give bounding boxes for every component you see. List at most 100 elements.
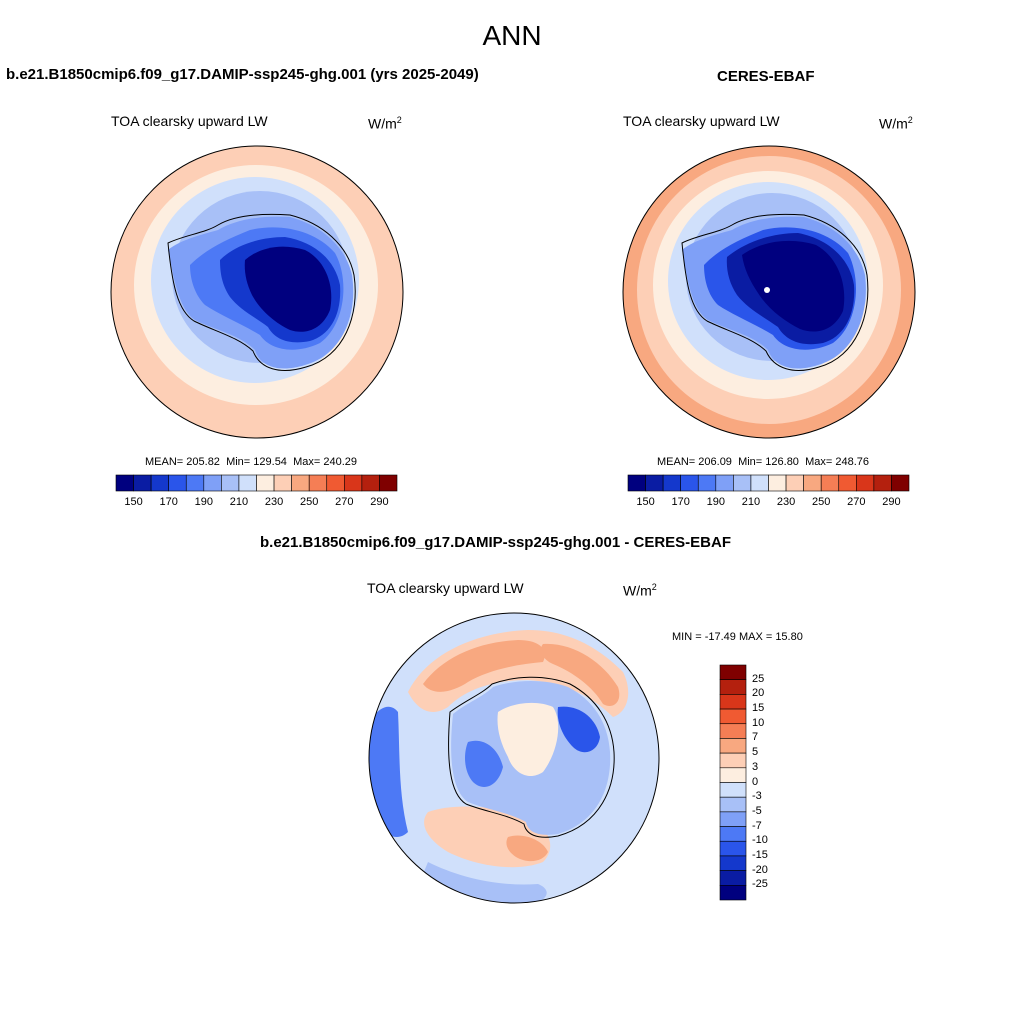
- colorbar-tick-label: 5: [752, 746, 759, 759]
- colorbar-swatch: [719, 708, 747, 725]
- colorbar-swatch: [719, 811, 747, 827]
- colorbar-swatch: [719, 782, 747, 798]
- panel3-west-cool: [369, 706, 408, 837]
- colorbar-swatch: [291, 474, 310, 492]
- colorbar-tick-label: 25: [752, 672, 765, 685]
- colorbar-swatch: [680, 474, 699, 492]
- colorbar-tick-label: 20: [752, 687, 765, 700]
- panel3-stats: MIN = -17.49 MAX = 15.80: [672, 631, 803, 643]
- colorbar-tick-label: 170: [159, 496, 178, 508]
- panel1-title: b.e21.B1850cmip6.f09_g17.DAMIP-ssp245-gh…: [6, 66, 479, 83]
- panel3-north-warm-strong: [423, 640, 545, 692]
- colorbar-tick-label: 250: [300, 496, 319, 508]
- colorbar-tick-label: 270: [335, 496, 354, 508]
- colorbar-swatch: [185, 474, 205, 492]
- colorbar-swatch: [715, 474, 734, 492]
- colorbar-swatch: [785, 474, 804, 492]
- panel2-units: W/m2: [879, 115, 913, 132]
- colorbar-tick-label: 290: [882, 496, 901, 508]
- panel3-colorbar: [719, 664, 747, 901]
- colorbar-tick-label: 7: [752, 731, 759, 744]
- panel3-map: [368, 612, 660, 904]
- colorbar-swatch: [719, 855, 747, 871]
- colorbar-swatch: [803, 474, 822, 492]
- colorbar-swatch: [719, 840, 747, 857]
- colorbar-swatch: [719, 738, 747, 754]
- colorbar-tick-label: 150: [124, 496, 143, 508]
- colorbar-tick-label: 15: [752, 702, 765, 715]
- panel2-coastline: [681, 213, 869, 371]
- panel2-missing-point: [764, 287, 770, 293]
- panel1-antarctica-core: [244, 246, 332, 332]
- colorbar-swatch: [873, 474, 892, 492]
- colorbar-tick-label: -15: [752, 848, 768, 861]
- colorbar-swatch: [238, 474, 257, 492]
- panel3-interior-cool: [465, 740, 503, 787]
- panel3-coastline: [448, 676, 615, 838]
- colorbar-swatch: [115, 474, 134, 492]
- colorbar-tick-label: 270: [847, 496, 866, 508]
- panel2-title: CERES-EBAF: [717, 68, 815, 85]
- colorbar-tick-label: 10: [752, 716, 765, 729]
- colorbar-swatch: [379, 474, 398, 492]
- colorbar-swatch: [133, 474, 152, 492]
- colorbar-tick-label: 210: [741, 496, 761, 508]
- colorbar-swatch: [168, 474, 187, 492]
- panel2-variable-label: TOA clearsky upward LW: [623, 113, 780, 129]
- panel3-antarctica-warm-core: [497, 702, 559, 777]
- colorbar-tick-label: 230: [776, 496, 796, 508]
- colorbar-swatch: [719, 885, 747, 901]
- colorbar-swatch: [719, 752, 747, 769]
- colorbar-swatch: [768, 474, 787, 492]
- colorbar-tick-label: -3: [752, 790, 762, 803]
- colorbar-tick-label: 0: [752, 775, 759, 788]
- colorbar-tick-label: -20: [752, 863, 768, 876]
- panel1-variable-label: TOA clearsky upward LW: [111, 113, 268, 129]
- panel3-colorbar-ticks: 25 20 15 10 7 5 3 0 -3 -5 -7 -10 -15 -20 -25: [752, 665, 792, 900]
- colorbar-tick-label: 210: [229, 496, 249, 508]
- colorbar-tick-label: 150: [636, 496, 655, 508]
- panel2-colorbar: [627, 474, 910, 492]
- panel2-stats: MEAN= 206.09 Min= 126.80 Max= 248.76: [657, 456, 869, 468]
- colorbar-swatch: [344, 474, 363, 492]
- colorbar-swatch: [273, 474, 292, 492]
- colorbar-swatch: [719, 723, 747, 739]
- colorbar-swatch: [719, 664, 747, 680]
- colorbar-swatch: [256, 474, 275, 492]
- panel3-units: W/m2: [623, 582, 657, 599]
- panel3-title: b.e21.B1850cmip6.f09_g17.DAMIP-ssp245-gh…: [260, 534, 731, 551]
- panel1-stats: MEAN= 205.82 Min= 129.54 Max= 240.29: [145, 456, 357, 468]
- colorbar-swatch: [697, 474, 717, 492]
- panel3-variable-label: TOA clearsky upward LW: [367, 580, 524, 596]
- colorbar-tick-label: 190: [706, 496, 725, 508]
- colorbar-tick-label: -10: [752, 834, 768, 847]
- panel1-colorbar: [115, 474, 398, 492]
- colorbar-swatch: [719, 796, 747, 813]
- colorbar-tick-label: 170: [671, 496, 690, 508]
- figure-title: ANN: [482, 20, 542, 51]
- colorbar-swatch: [856, 474, 875, 492]
- panel1-colorbar-ticks: 150 170 190 210 230 250 270 290: [116, 496, 397, 510]
- colorbar-swatch: [662, 474, 681, 492]
- colorbar-swatch: [733, 474, 752, 492]
- colorbar-swatch: [820, 474, 840, 492]
- colorbar-swatch: [719, 870, 747, 886]
- panel3-northeast-warm: [541, 643, 620, 707]
- colorbar-swatch: [221, 474, 240, 492]
- colorbar-tick-label: -5: [752, 804, 762, 817]
- colorbar-tick-label: -7: [752, 819, 762, 832]
- colorbar-swatch: [150, 474, 169, 492]
- colorbar-swatch: [203, 474, 222, 492]
- colorbar-swatch: [627, 474, 646, 492]
- colorbar-tick-label: 250: [812, 496, 831, 508]
- colorbar-swatch: [645, 474, 664, 492]
- panel1-units: W/m2: [368, 115, 402, 132]
- panel2-colorbar-ticks: 150 170 190 210 230 250 270 290: [628, 496, 909, 510]
- colorbar-swatch: [719, 826, 747, 842]
- colorbar-swatch: [838, 474, 857, 492]
- colorbar-swatch: [750, 474, 769, 492]
- colorbar-swatch: [891, 474, 910, 492]
- panel3-east-cool: [557, 706, 600, 753]
- colorbar-tick-label: 3: [752, 760, 759, 773]
- panel3-southwest-cool: [423, 862, 547, 903]
